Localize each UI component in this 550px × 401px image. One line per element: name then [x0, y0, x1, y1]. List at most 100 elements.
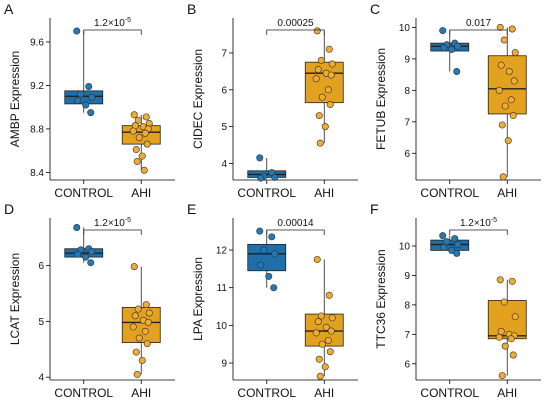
panel-letter: D [4, 201, 14, 217]
data-point [448, 45, 456, 53]
data-point [328, 314, 336, 322]
data-point [439, 232, 447, 240]
y-tick-label: 9.6 [30, 37, 44, 48]
data-point [322, 323, 330, 331]
panel-letter: F [370, 201, 379, 217]
p-value-label: 1.2×10-5 [94, 17, 131, 29]
y-axis-label: LCAT Expression [8, 253, 22, 345]
y-tick-label: 9.2 [30, 81, 44, 92]
data-point [135, 334, 143, 342]
panel-letter: C [370, 1, 380, 17]
data-point [327, 327, 335, 335]
y-tick-label: 4 [221, 159, 227, 170]
data-point [440, 44, 448, 52]
significance-bracket [83, 29, 142, 35]
x-tick-label: CONTROL [420, 186, 479, 200]
data-point [496, 23, 504, 31]
significance-bracket [266, 229, 325, 235]
series-ahi [304, 255, 344, 380]
data-point [327, 71, 335, 79]
data-point [321, 363, 329, 371]
panel-d: D 4 5 6 LCAT Expression CONTROL AHI 1.2×10-5 [4, 201, 175, 400]
y-tick-label: 10 [216, 321, 228, 332]
y-axis-label: FETUB Expression [374, 48, 388, 150]
data-point [256, 154, 264, 162]
data-point [145, 309, 153, 317]
significance-bracket [449, 29, 508, 35]
x-tick-label: AHI [314, 386, 334, 400]
data-point [510, 77, 518, 85]
data-point [508, 277, 516, 285]
data-point [318, 93, 326, 101]
data-point [454, 241, 462, 249]
data-point [133, 370, 141, 378]
data-point [257, 261, 265, 269]
data-point [130, 111, 138, 119]
data-point [439, 27, 447, 35]
y-tick-label: 9 [404, 271, 410, 282]
data-point [142, 301, 150, 309]
x-tick-label: AHI [497, 186, 517, 200]
data-point [134, 305, 142, 313]
data-point [135, 134, 143, 142]
data-point [143, 340, 151, 348]
data-point [143, 140, 151, 148]
data-point [74, 250, 82, 258]
data-point [505, 67, 513, 75]
x-tick-label: CONTROL [420, 386, 479, 400]
data-point [328, 60, 336, 68]
data-point [129, 323, 137, 331]
box [304, 313, 344, 347]
data-point [318, 340, 326, 348]
series-control [247, 154, 287, 182]
y-axis-label: TTC36 Expression [374, 249, 388, 348]
y-tick-label: 6 [404, 359, 410, 370]
data-point [496, 276, 504, 284]
data-point [74, 97, 82, 105]
y-tick-label: 10 [399, 23, 411, 34]
data-point [315, 355, 323, 363]
series-control [430, 232, 470, 257]
series-ahi [487, 276, 527, 380]
y-tick-label: 6 [221, 85, 227, 96]
data-point [142, 113, 150, 121]
significance-bracket [449, 229, 508, 235]
series-ahi [121, 111, 161, 174]
y-tick-label: 8.4 [30, 168, 44, 179]
data-point [129, 127, 137, 135]
p-value-label: 1.2×10-5 [460, 217, 497, 229]
panel-c: C 6 7 8 9 10 FETUB Expression CONTROL AHI 0.017 [370, 1, 541, 200]
data-point [507, 335, 515, 343]
data-point [82, 101, 90, 109]
data-point [511, 49, 519, 57]
data-point [511, 313, 519, 321]
data-point [316, 372, 324, 380]
p-value-label: 0.00025 [277, 18, 314, 29]
data-point [324, 336, 332, 344]
data-point [313, 27, 321, 35]
data-point [501, 102, 509, 110]
series-ahi [121, 263, 161, 378]
x-tick-label: AHI [131, 186, 151, 200]
data-point [497, 61, 505, 69]
data-point [314, 66, 322, 74]
x-tick-label: AHI [314, 186, 334, 200]
x-tick-label: CONTROL [54, 386, 113, 400]
y-tick-label: 7 [404, 117, 410, 128]
data-point [495, 333, 503, 341]
data-point [454, 42, 462, 50]
series-control [430, 27, 470, 75]
data-point [325, 291, 333, 299]
data-point [138, 152, 146, 160]
data-point [498, 121, 506, 129]
series-control [64, 223, 104, 267]
data-point [500, 298, 508, 306]
data-point [498, 372, 506, 380]
data-point [132, 146, 140, 154]
data-point [141, 327, 149, 335]
panel-b: B 4 5 6 7 CIDEC Expression CONTROL AHI 0.00025 [187, 1, 358, 200]
data-point [271, 250, 279, 258]
data-point [440, 243, 448, 251]
data-point [312, 329, 320, 337]
data-point [507, 96, 515, 104]
